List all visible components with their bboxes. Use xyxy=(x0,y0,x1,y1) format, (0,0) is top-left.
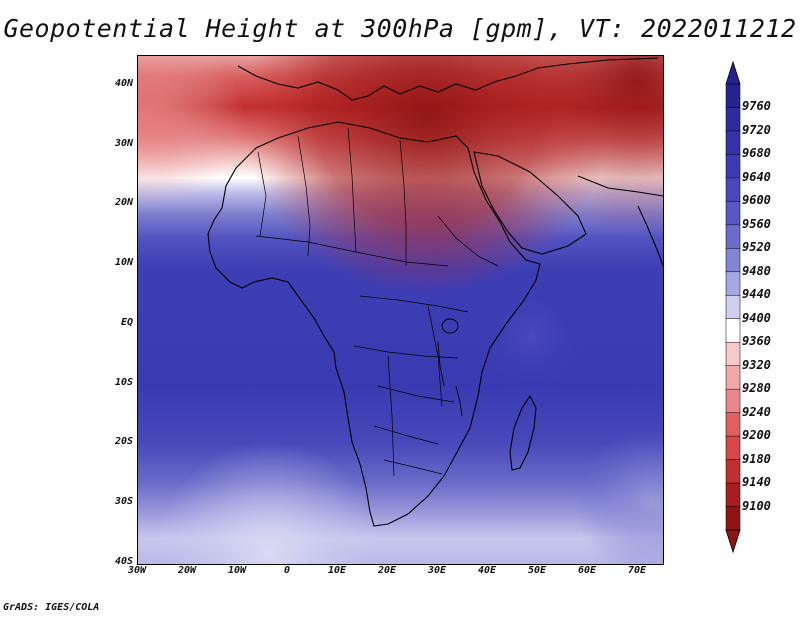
colorbar-tick-label: 9720 xyxy=(742,122,771,137)
colorbar-tick-label: 9480 xyxy=(742,263,771,278)
madagascar-coastline xyxy=(509,394,537,471)
lon-tick-label: 60E xyxy=(577,565,597,576)
lat-tick-label: EQ xyxy=(120,316,133,328)
colorbar-swatch xyxy=(725,271,741,297)
colorbar-top-arrow xyxy=(725,60,741,85)
colorbar-tick-label: 9560 xyxy=(742,216,771,231)
height-se-low xyxy=(138,56,663,564)
colorbar-bottom-arrow xyxy=(725,529,741,554)
colorbar-swatch xyxy=(725,412,741,437)
colorbar-swatch xyxy=(725,459,741,484)
colorbar-tick-label: 9140 xyxy=(742,475,771,490)
colorbar-swatch xyxy=(725,365,741,390)
colorbar-swatch xyxy=(725,177,741,203)
lat-tick-label: 10S xyxy=(114,376,133,388)
colorbar-tick-label: 9600 xyxy=(742,193,771,208)
lat-tick-label: 30N xyxy=(114,137,133,149)
colorbar-tick-label: 9680 xyxy=(742,146,771,161)
lat-tick-label: 20N xyxy=(114,197,133,209)
colorbar-swatch xyxy=(725,201,741,226)
border-lines xyxy=(255,127,499,477)
colorbar-swatch xyxy=(725,318,741,343)
lon-tick-label: 70E xyxy=(627,565,647,576)
map-canvas xyxy=(138,56,663,564)
colorbar-tick-label: 9520 xyxy=(742,240,771,255)
map-plot-area xyxy=(137,55,664,565)
europe-coastline xyxy=(237,57,659,101)
colorbar-tick-label: 9760 xyxy=(742,99,771,114)
arabia-coastline xyxy=(473,151,587,255)
lat-tick-label: 40N xyxy=(114,77,133,89)
colorbar-swatch xyxy=(725,224,741,250)
colorbar-swatch xyxy=(725,248,741,273)
country-borders xyxy=(255,127,499,477)
colorbar-swatch xyxy=(725,388,741,414)
colorbar-tick-label: 9360 xyxy=(742,334,771,349)
lat-tick-label: 20S xyxy=(114,436,133,448)
colorbar-tick-label: 9440 xyxy=(742,287,771,302)
lon-tick-label: 0 xyxy=(283,565,291,576)
lon-tick-label: 20E xyxy=(377,565,397,576)
credit-text: GrADS: IGES/COLA xyxy=(3,602,100,613)
colorbar-swatch xyxy=(725,130,741,156)
colorbar-tick-label: 9400 xyxy=(742,310,771,325)
colorbar-swatch xyxy=(725,154,741,179)
colorbar-swatch xyxy=(725,295,741,320)
lon-tick-label: 50E xyxy=(527,565,547,576)
lon-tick-label: 20W xyxy=(177,565,197,576)
iran-coastline xyxy=(577,175,663,197)
lat-tick-label: 40S xyxy=(114,556,133,567)
lake-tanganyika xyxy=(437,341,445,387)
colorbar-tick-label: 9320 xyxy=(742,357,771,372)
colorbar-swatch xyxy=(725,83,741,109)
map-title: Geopotential Height at 300hPa [gpm], VT:… xyxy=(3,14,797,43)
lake-victoria xyxy=(441,318,459,334)
lat-tick-label: 10N xyxy=(114,257,133,269)
colorbar-tick-label: 9240 xyxy=(742,404,771,419)
lon-tick-label: 40E xyxy=(477,565,497,576)
lon-tick-label: 30E xyxy=(427,565,447,576)
colorbar-tick-label: 9180 xyxy=(742,451,771,466)
colorbar-swatch xyxy=(725,341,741,367)
colorbar-swatch xyxy=(725,435,741,461)
colorbar-tick-label: 9280 xyxy=(742,381,771,396)
colorbar-tick-label: 9100 xyxy=(742,498,771,513)
colorbar-swatch xyxy=(725,107,741,132)
colorbar-tick-label: 9640 xyxy=(742,169,771,184)
lat-tick-label: 30S xyxy=(114,496,133,508)
lon-tick-label: 10W xyxy=(227,565,247,576)
lake-malawi xyxy=(455,385,463,417)
africa-coastline xyxy=(207,121,541,527)
colorbar-swatch xyxy=(725,506,741,531)
colorbar-swatch xyxy=(725,482,741,508)
coastlines xyxy=(207,57,663,527)
lakes xyxy=(437,318,463,417)
lon-tick-label: 30W xyxy=(127,565,147,576)
colorbar xyxy=(725,60,741,554)
colorbar-tick-label: 9200 xyxy=(742,428,771,443)
india-coastline xyxy=(637,205,663,267)
lon-tick-label: 10E xyxy=(327,565,347,576)
